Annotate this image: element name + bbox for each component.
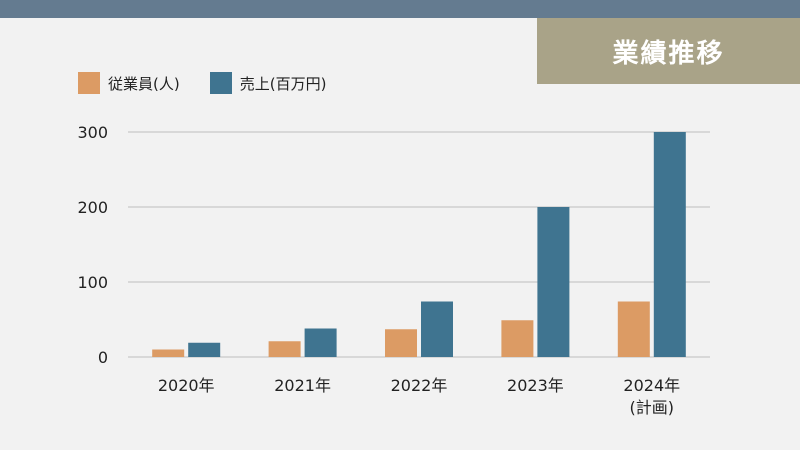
x-tick-label: (計画) <box>630 398 675 417</box>
legend-item-sales: 売上(百万円) <box>209 72 327 94</box>
chart-title: 業績推移 <box>612 38 725 69</box>
bar-sales <box>304 328 337 357</box>
bar-sales <box>653 132 686 357</box>
legend-label-employees: 従業員(人) <box>108 74 180 93</box>
bar-sales <box>188 342 221 357</box>
legend-item-employees: 従業員(人) <box>78 72 180 94</box>
bar-sales <box>537 207 570 357</box>
x-tick-label: 2022年 <box>391 376 448 395</box>
bar-employees <box>501 320 534 357</box>
legend-swatch-sales <box>209 72 232 94</box>
bar-employees <box>268 341 301 357</box>
legend-label-sales: 売上(百万円) <box>239 74 327 93</box>
title-badge: 業績推移 <box>537 18 800 84</box>
y-tick-label: 100 <box>77 273 108 292</box>
x-tick-label: 2021年 <box>274 376 331 395</box>
legend: 従業員(人) 売上(百万円) <box>78 70 326 96</box>
x-tick-label: 2020年 <box>158 376 215 395</box>
x-tick-label: 2024年 <box>623 376 680 395</box>
legend-swatch-employees <box>78 72 100 94</box>
y-tick-label: 0 <box>98 348 108 367</box>
y-tick-label: 200 <box>77 198 108 217</box>
bar-employees <box>617 301 650 357</box>
bar-sales <box>421 301 453 357</box>
top-bar <box>0 0 800 18</box>
x-tick-label: 2023年 <box>507 376 564 395</box>
bar-employees <box>152 349 185 357</box>
bar-employees <box>385 329 417 357</box>
y-tick-label: 300 <box>77 123 108 142</box>
